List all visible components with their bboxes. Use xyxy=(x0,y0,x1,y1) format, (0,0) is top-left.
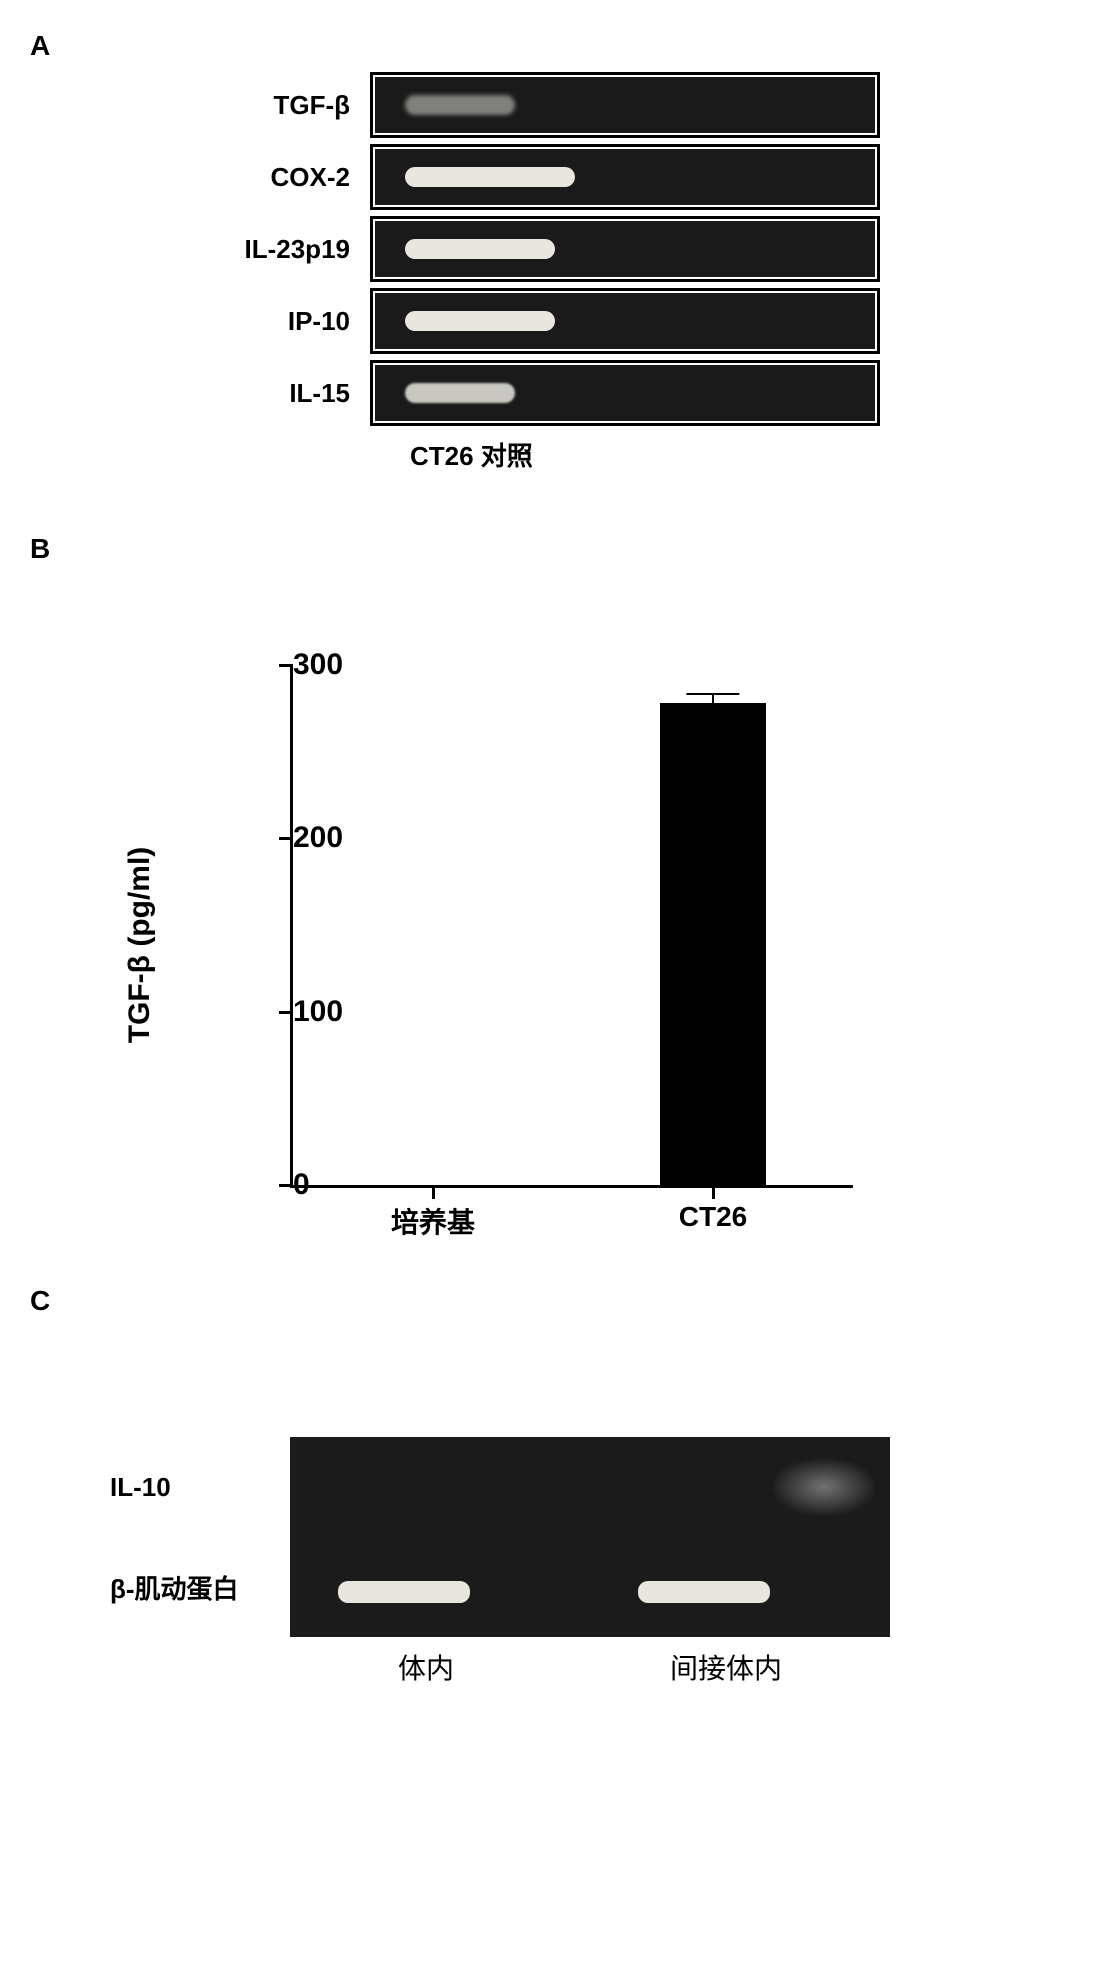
panel-c-row-label: β-肌动蛋白 xyxy=(110,1537,290,1637)
gel-band xyxy=(405,95,515,115)
gel-band xyxy=(405,311,555,331)
gel-row-label: IL-15 xyxy=(210,378,370,409)
gel-row-label: COX-2 xyxy=(210,162,370,193)
gel-row-label: TGF-β xyxy=(210,90,370,121)
panel-c-label: C xyxy=(30,1285,1085,1317)
panel-c-xlabels: 体内 间接体内 xyxy=(290,1637,890,1687)
y-tick-label: 0 xyxy=(293,1168,317,1202)
gel-row-label: IL-23p19 xyxy=(210,234,370,265)
error-bar xyxy=(712,694,714,703)
gel-row: IL-15 xyxy=(210,360,1085,426)
y-tick xyxy=(279,1184,293,1187)
gel-lane-frame xyxy=(370,288,880,354)
gel-band xyxy=(405,239,555,259)
gel-lane-frame xyxy=(370,72,880,138)
gel-artifact xyxy=(770,1457,878,1517)
gel-row: COX-2 xyxy=(210,144,1085,210)
x-tick-label: CT26 xyxy=(679,1185,747,1233)
x-tick-label: 培养基 xyxy=(391,1185,475,1241)
gel-lane-frame xyxy=(370,144,880,210)
panel-a-label: A xyxy=(30,30,1085,62)
gel-row: TGF-β xyxy=(210,72,1085,138)
gel-band xyxy=(338,1581,470,1603)
y-axis-title: TGF-β (pg/ml) xyxy=(123,847,157,1044)
bar xyxy=(660,703,766,1185)
gel-lane xyxy=(375,365,875,421)
gel-row-label: IP-10 xyxy=(210,306,370,337)
error-cap xyxy=(686,693,739,695)
gel-lane-frame xyxy=(370,360,880,426)
gel-lane xyxy=(375,293,875,349)
gel-lane xyxy=(375,77,875,133)
gel-lane-frame xyxy=(370,216,880,282)
y-tick-label: 100 xyxy=(293,995,317,1029)
gel-band xyxy=(405,383,515,403)
gel-row: IL-23p19 xyxy=(210,216,1085,282)
chart-plot-area: 0100200300培养基CT26 xyxy=(290,665,853,1188)
y-tick xyxy=(279,837,293,840)
panel-c-row-label: IL-10 xyxy=(110,1437,290,1537)
y-tick-label: 300 xyxy=(293,648,317,682)
y-tick xyxy=(279,664,293,667)
panel-c: IL-10β-肌动蛋白 体内 间接体内 xyxy=(110,1437,1085,1687)
gel-band xyxy=(405,167,575,187)
gel-lane xyxy=(375,149,875,205)
y-tick-label: 200 xyxy=(293,821,317,855)
panel-c-lane-label: 体内 xyxy=(398,1647,454,1687)
panel-a-xlabel: CT26 对照 xyxy=(370,432,1085,473)
panel-c-lane-label: 间接体内 xyxy=(670,1647,782,1687)
panel-c-gel xyxy=(290,1437,890,1637)
gel-row: IP-10 xyxy=(210,288,1085,354)
gel-band xyxy=(638,1581,770,1603)
gel-lane xyxy=(375,221,875,277)
panel-b-chart: TGF-β (pg/ml) 0100200300培养基CT26 xyxy=(170,645,850,1245)
y-tick xyxy=(279,1011,293,1014)
panel-a: TGF-β COX-2 IL-23p19 IP-10 IL-15 CT26 对照 xyxy=(210,72,1085,473)
panel-b-label: B xyxy=(30,533,1085,565)
